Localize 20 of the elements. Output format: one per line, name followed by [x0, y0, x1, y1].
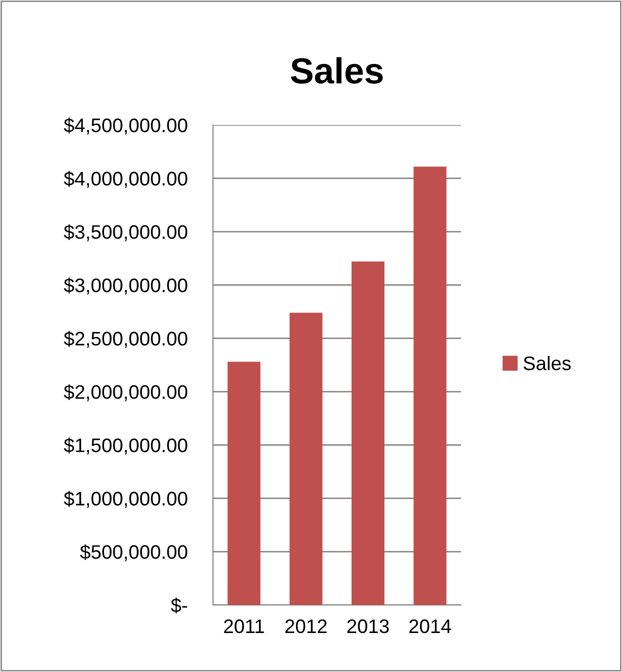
y-tick-label: $4,500,000.00: [64, 118, 188, 135]
chart-title: Sales: [290, 57, 383, 84]
x-tick-label: 2011: [224, 619, 264, 634]
bar: [414, 166, 446, 605]
bar: [290, 312, 322, 605]
x-tick-label: 2012: [285, 619, 327, 634]
y-tick-label: $2,000,000.00: [64, 384, 188, 402]
y-tick-label: $500,000.00: [80, 544, 188, 562]
y-tick-label: $2,500,000.00: [64, 330, 188, 348]
y-tick-label: $3,500,000.00: [64, 224, 188, 242]
y-tick-label: $-: [170, 598, 188, 614]
y-tick-label: $3,000,000.00: [64, 278, 188, 295]
y-tick-label: $4,000,000.00: [64, 170, 188, 188]
y-tick-label: $1,500,000.00: [64, 438, 188, 455]
legend-label: Sales: [524, 356, 571, 370]
y-tick-label: $1,000,000.00: [64, 490, 188, 508]
bar: [228, 362, 260, 605]
x-tick-label: 2014: [409, 619, 452, 634]
x-tick-label: 2013: [347, 619, 389, 634]
bar: [352, 262, 384, 605]
